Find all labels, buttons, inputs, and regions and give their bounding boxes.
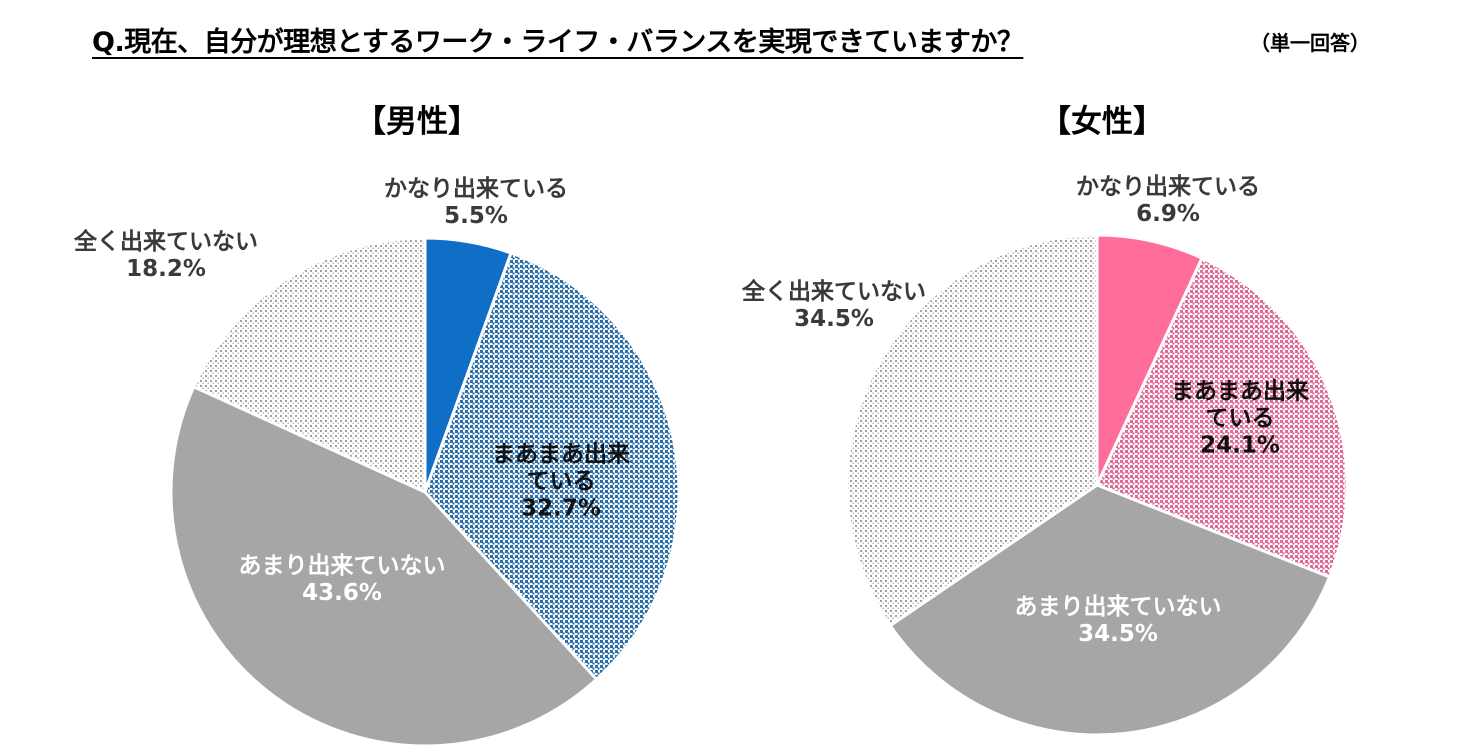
pie-slice-female-kanari	[1095, 233, 1204, 487]
label-category: まあまあ出来	[1171, 378, 1309, 405]
question-title: Q.現在、自分が理想とするワーク・ライフ・バランスを実現できていますか？	[92, 27, 1024, 58]
pie-female	[845, 233, 1349, 737]
data-label-female-amari: あまり出来ていない 34.5%	[1015, 594, 1222, 648]
pie-male	[169, 236, 681, 748]
label-value: 34.5%	[794, 306, 874, 332]
data-label-male-amari: あまり出来ていない 43.6%	[239, 553, 446, 607]
label-category: 全く出来ていない	[74, 228, 258, 255]
data-label-male-maamaa: まあまあ出来 ている 32.7%	[492, 441, 630, 522]
label-category: あまり出来ていない	[238, 552, 446, 579]
label-value: 34.5%	[1078, 621, 1158, 647]
label-value: 18.2%	[126, 256, 206, 282]
pie-slice-female-maamaa	[1095, 256, 1349, 579]
chart-title-male: 【男性】	[355, 104, 479, 140]
label-category: ている	[526, 468, 596, 495]
label-category: あまり出来ていない	[1014, 593, 1222, 620]
label-value: 6.9%	[1136, 201, 1200, 227]
label-value: 5.5%	[444, 203, 508, 229]
data-label-female-maamaa: まあまあ出来 ている 24.1%	[1171, 378, 1309, 459]
chart-title-female: 【女性】	[1040, 104, 1164, 140]
pie-slice-female-amari	[888, 483, 1331, 737]
label-category: まあまあ出来	[492, 441, 630, 468]
label-category: ている	[1205, 405, 1275, 432]
data-label-female-mattaku: 全く出来ていない 34.5%	[742, 279, 926, 333]
label-value: 32.7%	[521, 495, 601, 522]
pie-slice-male-amari	[169, 385, 599, 748]
label-value: 24.1%	[1200, 432, 1280, 459]
question-note: （単一回答）	[1250, 31, 1370, 55]
pie-slice-male-mattaku	[192, 236, 427, 494]
label-category: 全く出来ていない	[742, 278, 926, 305]
label-category: かなり出来ている	[384, 175, 568, 202]
pie-slice-male-maamaa	[423, 251, 681, 681]
label-value: 43.6%	[302, 580, 382, 606]
pie-slice-female-mattaku	[845, 233, 1099, 628]
label-category: かなり出来ている	[1076, 173, 1260, 200]
data-label-male-kanari: かなり出来ている 5.5%	[384, 176, 568, 230]
data-label-male-mattaku: 全く出来ていない 18.2%	[74, 229, 258, 283]
data-label-female-kanari: かなり出来ている 6.9%	[1076, 174, 1260, 228]
